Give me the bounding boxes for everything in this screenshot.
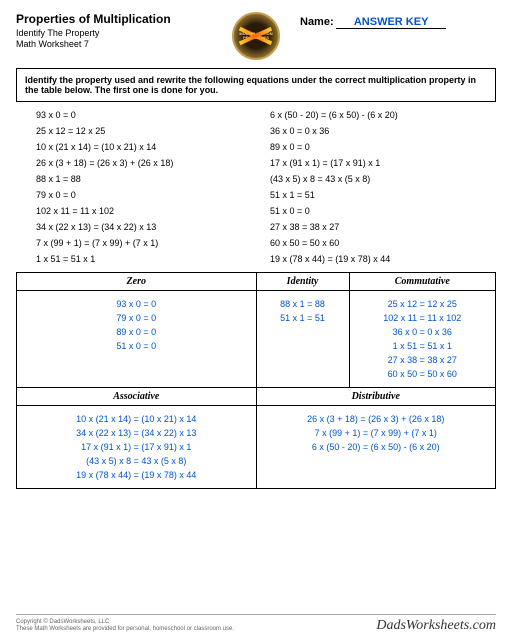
list-item: (43 x 5) x 8 = 43 x (5 x 8) xyxy=(23,456,250,466)
instructions-box: Identify the property used and rewrite t… xyxy=(16,68,496,102)
header-identity: Identity xyxy=(256,273,349,291)
list-item: 26 x (3 + 18) = (26 x 3) + (26 x 18) xyxy=(263,414,490,424)
list-item: 26 x (3 + 18) = (26 x 3) + (26 x 18) xyxy=(36,158,250,168)
list-item: 6 x (50 - 20) = (6 x 50) - (6 x 20) xyxy=(263,442,490,452)
brand-logo: DadsWorksheets.com xyxy=(376,618,496,634)
list-item: 89 x 0 = 0 xyxy=(270,142,484,152)
equations-right-column: 6 x (50 - 20) = (6 x 50) - (6 x 20) 36 x … xyxy=(270,110,484,264)
header-zero: Zero xyxy=(17,273,257,291)
list-item: 93 x 0 = 0 xyxy=(23,299,250,309)
list-item: 60 x 50 = 50 x 60 xyxy=(356,369,489,379)
logo-badge: MULTIPLICATION PROPERTIES xyxy=(232,12,280,60)
page-footer: Copyright © DadsWorksheets, LLC These Ma… xyxy=(16,614,496,634)
list-item: 1 x 51 = 51 x 1 xyxy=(36,254,250,264)
cell-associative: 10 x (21 x 14) = (10 x 21) x 14 34 x (22 … xyxy=(17,406,257,489)
table-header-row-2: Associative Distributive xyxy=(17,388,496,406)
list-item: 27 x 38 = 38 x 27 xyxy=(356,355,489,365)
header-associative-label: Associative xyxy=(113,391,159,402)
list-item: 7 x (99 + 1) = (7 x 99) + (7 x 1) xyxy=(36,238,250,248)
list-item: 25 x 12 = 12 x 25 xyxy=(36,126,250,136)
worksheet-header: Properties of Multiplication Identify Th… xyxy=(16,12,496,60)
header-associative: Associative xyxy=(17,388,257,406)
list-item: 88 x 1 = 88 xyxy=(263,299,343,309)
list-item: 36 x 0 = 0 x 36 xyxy=(270,126,484,136)
copyright-line-2: These Math Worksheets are provided for p… xyxy=(16,626,234,633)
subtitle-1: Identify The Property xyxy=(16,28,212,38)
copyright-line-1: Copyright © DadsWorksheets, LLC xyxy=(16,619,234,626)
list-item: 27 x 38 = 38 x 27 xyxy=(270,222,484,232)
table-answer-row-1: 93 x 0 = 0 79 x 0 = 0 89 x 0 = 0 51 x 0 = 0… xyxy=(17,291,496,388)
answer-table: Zero Identity Commutative 93 x 0 = 0 79 x… xyxy=(16,272,496,489)
list-item: 79 x 0 = 0 xyxy=(36,190,250,200)
list-item: 7 x (99 + 1) = (7 x 99) + (7 x 1) xyxy=(263,428,490,438)
list-item: 51 x 1 = 51 xyxy=(263,313,343,323)
list-item: 1 x 51 = 51 x 1 xyxy=(356,341,489,351)
cell-distributive: 26 x (3 + 18) = (26 x 3) + (26 x 18) 7 x … xyxy=(256,406,496,489)
page-title: Properties of Multiplication xyxy=(16,12,212,26)
list-item: 51 x 1 = 51 xyxy=(270,190,484,200)
list-item: 102 x 11 = 11 x 102 xyxy=(36,206,250,216)
list-item: 6 x (50 - 20) = (6 x 50) - (6 x 20) xyxy=(270,110,484,120)
list-item: 89 x 0 = 0 xyxy=(23,327,250,337)
answer-key-label: ANSWER KEY xyxy=(336,16,446,29)
header-distributive-label: Distributive xyxy=(352,391,400,402)
name-label: Name: xyxy=(300,16,334,28)
list-item: 79 x 0 = 0 xyxy=(23,313,250,323)
cell-zero: 93 x 0 = 0 79 x 0 = 0 89 x 0 = 0 51 x 0 = 0 xyxy=(17,291,257,388)
list-item: 51 x 0 = 0 xyxy=(270,206,484,216)
header-commutative: Commutative xyxy=(349,273,495,291)
list-item: 19 x (78 x 44) = (19 x 78) x 44 xyxy=(23,470,250,480)
equations-block: 93 x 0 = 0 25 x 12 = 12 x 25 10 x (21 x 14… xyxy=(16,110,496,270)
list-item: 51 x 0 = 0 xyxy=(23,341,250,351)
table-header-row-1: Zero Identity Commutative xyxy=(17,273,496,291)
list-item: 88 x 1 = 88 xyxy=(36,174,250,184)
list-item: 102 x 11 = 11 x 102 xyxy=(356,313,489,323)
list-item: 10 x (21 x 14) = (10 x 21) x 14 xyxy=(23,414,250,424)
list-item: 36 x 0 = 0 x 36 xyxy=(356,327,489,337)
cell-commutative: 25 x 12 = 12 x 25 102 x 11 = 11 x 102 36 x… xyxy=(349,291,495,388)
cell-identity: 88 x 1 = 88 51 x 1 = 51 xyxy=(256,291,349,388)
list-item: 10 x (21 x 14) = (10 x 21) x 14 xyxy=(36,142,250,152)
equations-left-column: 93 x 0 = 0 25 x 12 = 12 x 25 10 x (21 x 14… xyxy=(36,110,250,264)
list-item: 34 x (22 x 13) = (34 x 22) x 13 xyxy=(36,222,250,232)
list-item: 60 x 50 = 50 x 60 xyxy=(270,238,484,248)
subtitle-2: Math Worksheet 7 xyxy=(16,39,212,49)
logo-text: MULTIPLICATION PROPERTIES xyxy=(234,32,278,41)
list-item: 19 x (78 x 44) = (19 x 78) x 44 xyxy=(270,254,484,264)
list-item: 17 x (91 x 1) = (17 x 91) x 1 xyxy=(23,442,250,452)
list-item: 34 x (22 x 13) = (34 x 22) x 13 xyxy=(23,428,250,438)
copyright-block: Copyright © DadsWorksheets, LLC These Ma… xyxy=(16,619,234,633)
table-answer-row-2: 10 x (21 x 14) = (10 x 21) x 14 34 x (22 … xyxy=(17,406,496,489)
list-item: (43 x 5) x 8 = 43 x (5 x 8) xyxy=(270,174,484,184)
list-item: 93 x 0 = 0 xyxy=(36,110,250,120)
list-item: 25 x 12 = 12 x 25 xyxy=(356,299,489,309)
header-left: Properties of Multiplication Identify Th… xyxy=(16,12,212,50)
header-distributive: Distributive xyxy=(256,388,496,406)
name-field-block: Name: ANSWER KEY xyxy=(300,12,496,29)
list-item: 17 x (91 x 1) = (17 x 91) x 1 xyxy=(270,158,484,168)
